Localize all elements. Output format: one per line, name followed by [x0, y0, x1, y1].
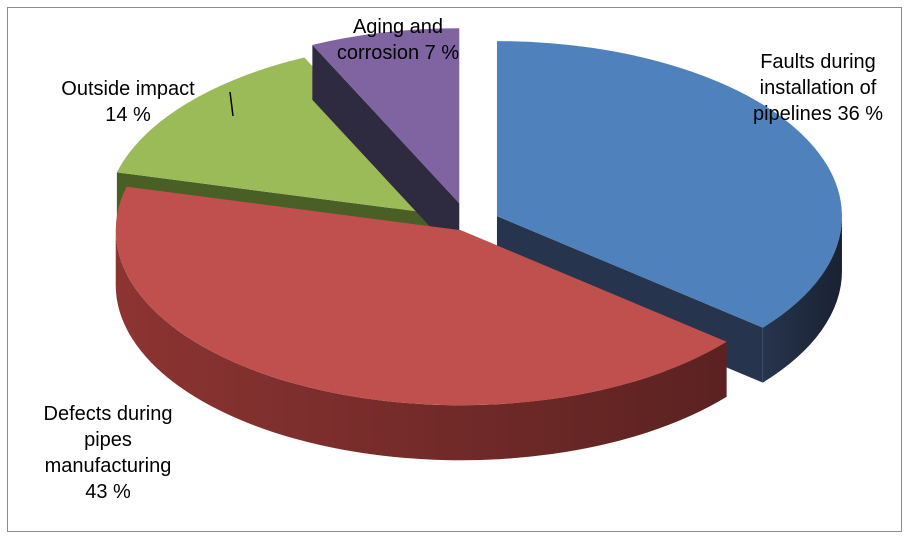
slice-label-line: manufacturing [45, 455, 172, 477]
slice-label: Aging and corrosion 7 % [337, 16, 459, 64]
slice-label: Defects during pipes manufacturing 43 % [44, 403, 173, 503]
slice-label-line: installation of [760, 77, 877, 99]
pie-slice-top [312, 28, 460, 204]
slice-label-line: 14 % [105, 104, 151, 126]
pie-slice-top [116, 57, 452, 216]
slice-label-line: Aging and [353, 16, 443, 38]
slice-label-line: Outside impact [61, 78, 195, 100]
slice-label-line: pipelines 36 % [753, 103, 883, 125]
pie-slice [312, 28, 460, 259]
slice-label-line: Faults during [760, 51, 876, 73]
chart-frame: Faults during installation of pipelines 36… [7, 7, 902, 532]
pie-slice-side-shade [762, 216, 842, 383]
slice-label-line: corrosion 7 % [337, 42, 459, 64]
pie-slice-top [496, 41, 842, 328]
slice-label-line: pipes [84, 429, 132, 451]
pie-slice-wall [312, 44, 460, 259]
pie-slice-side-shade [115, 230, 727, 461]
slice-label: Outside impact 14 % [61, 78, 195, 126]
slice-label: Faults during installation of pipelines 36… [753, 51, 883, 125]
pie-slice-top [115, 186, 727, 406]
leader-line [229, 91, 234, 117]
pie-slice [115, 186, 727, 461]
pie-chart: Faults during installation of pipelines 36… [44, 16, 884, 503]
slice-label-line: Defects during [44, 403, 173, 425]
slice-label-line: 43 % [85, 481, 131, 503]
